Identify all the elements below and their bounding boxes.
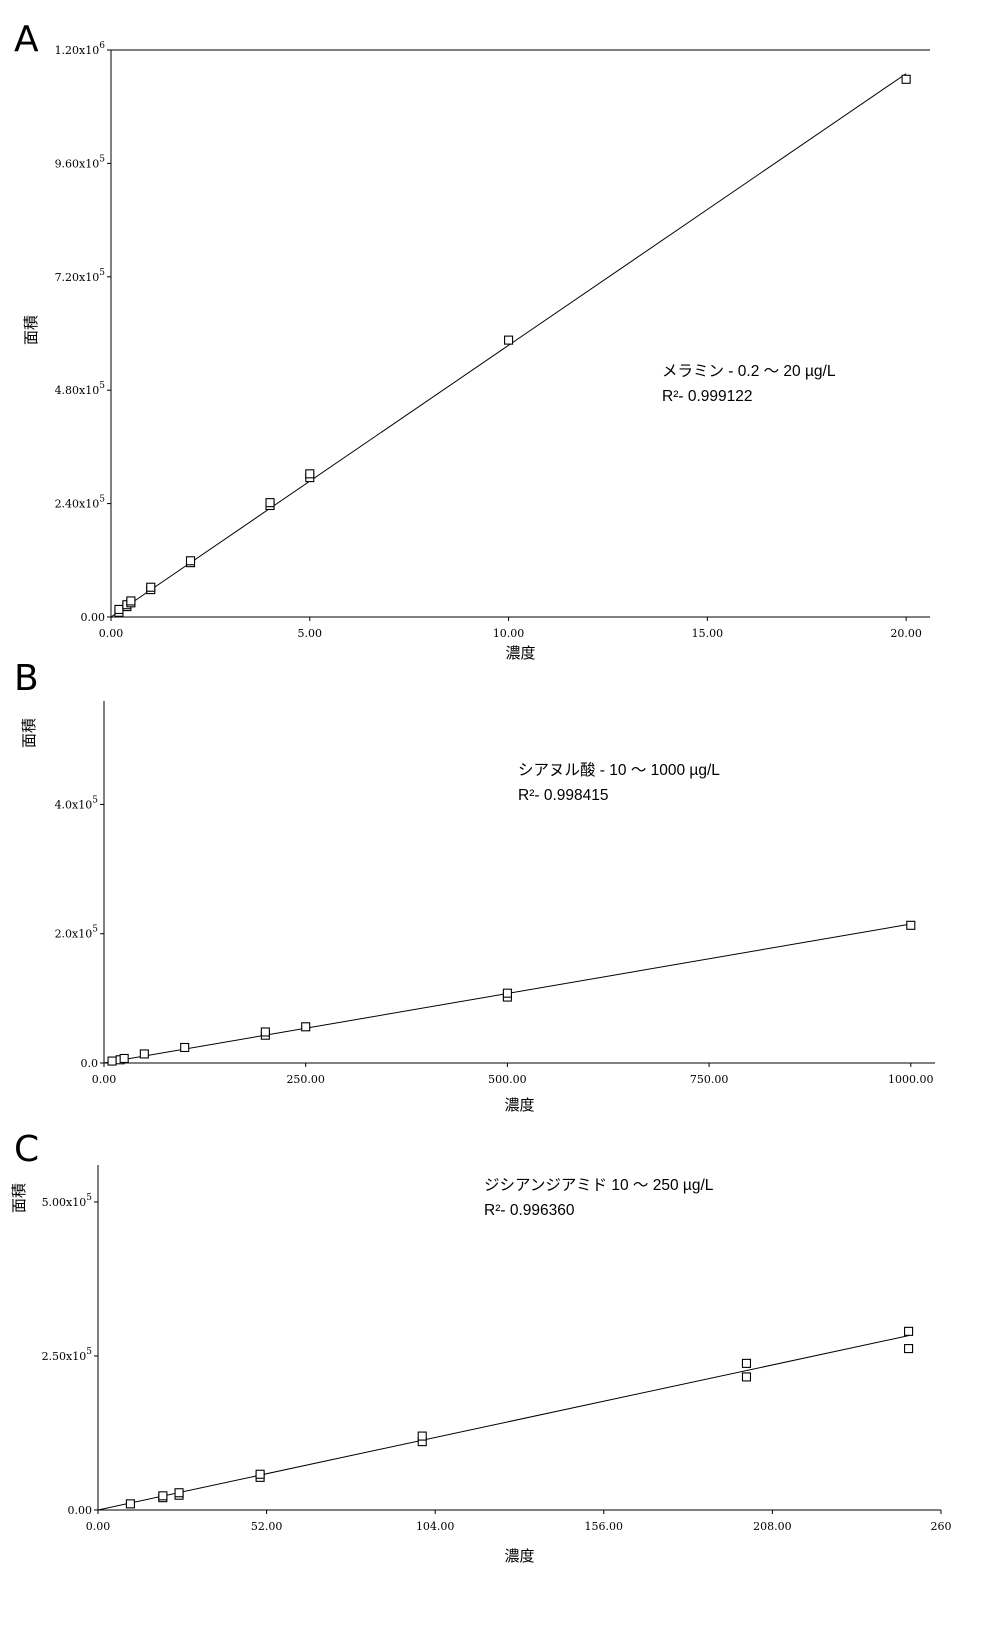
y-tick-label: 2.40x105 [55,495,106,511]
data-point [180,1042,190,1053]
x-tick-label: 156.00 [585,1520,624,1533]
data-point [174,1488,184,1498]
x-tick-label: 1000.00 [888,1073,934,1086]
y-tick-label: 4.0x105 [55,795,99,811]
annotation-range: ジシアンジアミド 10 〜 250 µg/L [484,1177,714,1194]
y-tick-label: 1.20x106 [55,41,106,57]
data-point [139,1049,149,1059]
annotation-r-squared: R²- 0.996360 [484,1202,575,1219]
data-point [904,1344,914,1354]
data-point [125,1499,135,1509]
data-point [904,1326,914,1336]
x-tick-label: 750.00 [690,1073,729,1086]
data-point [417,1431,427,1441]
fit-line [110,73,907,618]
y-axis-title: 面積 [22,315,40,345]
chart-b-svg: 0.00 250.00 500.00 750.00 1000.00 0.0 2.0x105 4… [20,701,935,1114]
y-axis-title: 面積 [20,718,38,748]
y-tick-label: 0.00 [81,611,106,624]
data-point [265,498,275,508]
x-tick-label: 15.00 [692,627,724,640]
y-tick-label: 0.0 [81,1057,99,1070]
panel-label: B [14,658,39,699]
data-point [185,556,196,566]
y-axis-title: 面積 [10,1183,28,1213]
chart-panel-b: B 0.00 250.00 500.00 750.00 1000.00 0.0 2.0x10… [0,661,1000,1165]
x-tick-label: 208.00 [753,1520,792,1533]
annotation-range: シアヌル酸 - 10 〜 1000 µg/L [518,761,720,779]
annotation-r-squared: R²- 0.999122 [662,388,752,405]
chart-panel-a: A 0.00 5.00 10.00 15.00 20.00 0.00 2.40x105 4.8… [0,0,1000,695]
data-point [260,1027,270,1037]
x-axis-title: 濃度 [504,1096,534,1114]
x-tick-label: 52.00 [251,1520,283,1533]
data-point [114,604,124,614]
y-tick-label: 9.60x105 [55,154,106,170]
x-tick-label: 260 [931,1520,952,1533]
data-point [158,1491,168,1501]
data-point [255,1469,265,1479]
data-point [301,1022,311,1032]
annotation-range: メラミン - 0.2 〜 20 µg/L [662,363,836,380]
data-point [107,1056,117,1066]
data-point [906,920,916,930]
data-point [305,469,315,479]
x-axis-title: 濃度 [504,1547,534,1565]
y-tick-label: 2.50x105 [42,1347,93,1363]
x-tick-label: 20.00 [890,627,922,640]
y-tick-label: 5.00x105 [42,1193,93,1209]
x-tick-label: 5.00 [298,627,323,640]
panel-label: C [14,1129,40,1170]
data-point [502,988,512,998]
x-tick-label: 0.00 [99,627,124,640]
x-tick-label: 0.00 [86,1520,111,1533]
data-point [741,1372,752,1382]
y-tick-label: 4.80x105 [55,381,106,397]
x-tick-label: 500.00 [488,1073,527,1086]
data-point [901,74,911,84]
y-tick-label: 7.20x105 [55,268,106,284]
panel-label: A [14,19,39,60]
fit-line [97,1335,909,1511]
x-tick-label: 10.00 [493,627,525,640]
x-tick-label: 0.00 [92,1073,117,1086]
data-point [741,1358,752,1368]
x-tick-label: 104.00 [416,1520,455,1533]
x-axis-title: 濃度 [505,644,535,662]
annotation-r-squared: R²- 0.998415 [518,787,608,804]
chart-c-svg: 0.00 52.00 104.00 156.00 208.00 260 0.00 2.50x1… [10,1165,952,1565]
chart-a-svg: 0.00 5.00 10.00 15.00 20.00 0.00 2.40x105 4.80x… [22,41,930,662]
data-point [119,1053,129,1064]
y-tick-label: 2.0x105 [55,925,99,941]
x-tick-label: 250.00 [286,1073,325,1086]
chart-panel-c: C 0.00 52.00 104.00 156.00 208.00 260 0.00 2.50… [0,1132,1000,1638]
data-point [146,582,156,592]
data-point [126,596,136,606]
data-point [504,335,514,345]
y-tick-label: 0.00 [68,1504,93,1517]
